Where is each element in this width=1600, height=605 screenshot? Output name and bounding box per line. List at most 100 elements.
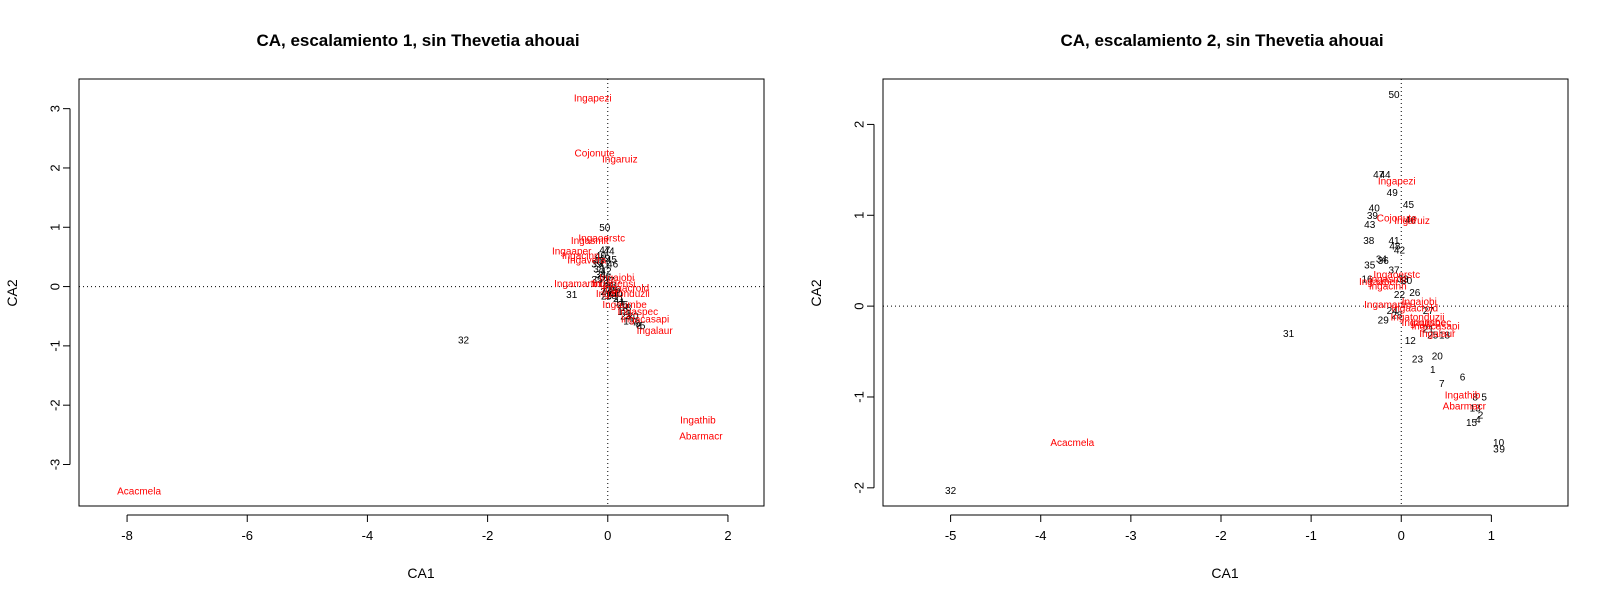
site-label: 25: [1427, 331, 1439, 342]
y-tick-label: -3: [48, 459, 63, 471]
x-axis-label: CA1: [1211, 565, 1238, 581]
species-label: Ingavera: [567, 255, 606, 266]
site-label: 42: [1394, 245, 1406, 256]
y-tick-label: 0: [48, 283, 63, 290]
site-label: 26: [609, 285, 621, 296]
species-label: Ingathib: [680, 416, 716, 427]
site-label: 16: [597, 279, 609, 290]
x-tick-label: -6: [241, 528, 253, 543]
site-label: 24: [600, 287, 612, 298]
site-label: 31: [1283, 329, 1295, 340]
x-tick-label: -3: [1125, 528, 1137, 543]
species-label: Abarmacr: [679, 432, 723, 443]
species-label: Ingaacrold: [1391, 303, 1438, 314]
site-label: 37: [603, 276, 615, 287]
site-label: 39: [591, 260, 603, 271]
site-label: 46: [1405, 215, 1417, 226]
site-label: 45: [606, 255, 618, 266]
x-tick-label: 0: [1398, 528, 1405, 543]
site-label: 30: [1401, 276, 1413, 287]
site-label: 33: [1397, 274, 1409, 285]
site-label: 32: [458, 335, 470, 346]
site-label: 30: [611, 289, 623, 300]
site-label: 13: [623, 316, 635, 327]
site-label: 39: [1367, 211, 1379, 222]
site-label: 15: [1466, 418, 1478, 429]
x-tick-label: -8: [121, 528, 133, 543]
site-label: 45: [1403, 200, 1415, 211]
y-tick-label: 3: [48, 105, 63, 112]
site-label: 18: [620, 303, 632, 314]
site-label: 50: [599, 223, 611, 234]
site-label: 50: [1388, 90, 1400, 101]
y-tick-label: 1: [852, 212, 867, 219]
site-label: 38: [1363, 236, 1375, 247]
site-label: 16: [1361, 274, 1373, 285]
y-axis-label: CA2: [4, 279, 20, 306]
y-tick-label: -2: [48, 399, 63, 411]
site-label: 28: [1391, 311, 1403, 322]
species-label: Ingatonduzii: [1391, 313, 1445, 324]
x-tick-label: -2: [1215, 528, 1227, 543]
species-label: Ingalaur: [637, 326, 674, 337]
site-label: 23: [620, 312, 632, 323]
y-tick-label: -1: [852, 391, 867, 403]
species-label: Ingasmit: [1369, 274, 1407, 285]
y-tick-label: -1: [48, 340, 63, 352]
site-label: 49: [1387, 188, 1399, 199]
site-label: 4: [1475, 415, 1481, 426]
site-label: 1: [1430, 365, 1436, 376]
site-label: 36: [600, 273, 612, 284]
site-label: 6: [635, 319, 641, 330]
y-tick-label: 2: [852, 121, 867, 128]
site-label: 48: [1389, 242, 1401, 253]
site-label: 3: [1493, 444, 1499, 455]
species-label: Ingaaper: [1359, 277, 1399, 288]
site-label: 21: [1423, 324, 1435, 335]
species-label: Ingadensi: [592, 279, 635, 290]
species-label: Ingapezi: [1378, 176, 1416, 187]
species-label: Ingaoerstc: [578, 233, 625, 244]
x-tick-label: -1: [1305, 528, 1317, 543]
ca-scaling-1-panel: CA, escalamiento 1, sin Thevetia ahouai …: [4, 31, 765, 581]
species-label: Ingaoerstc: [1373, 270, 1420, 281]
site-label: 34: [1376, 254, 1388, 265]
site-label: 47: [599, 245, 611, 256]
site-label: 41: [1388, 236, 1400, 247]
site-label: 5: [640, 321, 646, 332]
reference-lines: [79, 79, 764, 506]
site-label: 22: [602, 283, 614, 294]
species-label: Ingacinn: [1369, 282, 1407, 293]
x-tick-label: 1: [1488, 528, 1495, 543]
site-label: 20: [1432, 352, 1444, 363]
species-label: Ingathib: [1445, 391, 1481, 402]
site-label: 6: [1460, 372, 1466, 383]
x-tick-label: -4: [1035, 528, 1047, 543]
species-label: Ingaspec: [618, 307, 659, 318]
site-label: 12: [617, 307, 629, 318]
site-label: 10: [1493, 438, 1505, 449]
site-label: 35: [591, 275, 603, 286]
y-tick-label: 0: [852, 303, 867, 310]
y-tick-label: -2: [852, 482, 867, 494]
chart-title: CA, escalamiento 2, sin Thevetia ahouai: [1060, 31, 1383, 50]
x-axis-label: CA1: [407, 565, 434, 581]
species-label: Ingaumbe: [602, 300, 647, 311]
site-label: 40: [595, 251, 607, 262]
site-label: 35: [1364, 261, 1376, 272]
species-label: Ingaspec: [1411, 318, 1452, 329]
species-label: Abarmacr: [1443, 402, 1487, 413]
site-label: 42: [600, 267, 612, 278]
species-label: Ingacasapi: [1411, 322, 1459, 333]
site-label: 34: [595, 270, 607, 281]
x-tick-label: -4: [362, 528, 374, 543]
chart-title: CA, escalamiento 1, sin Thevetia ahouai: [256, 31, 579, 50]
species-label: Ingasmit: [571, 236, 609, 247]
site-label: 27: [608, 288, 620, 299]
species-label: Ingamartin: [554, 279, 601, 290]
site-label: 8: [1472, 392, 1478, 403]
site-label: 47: [1373, 170, 1385, 181]
